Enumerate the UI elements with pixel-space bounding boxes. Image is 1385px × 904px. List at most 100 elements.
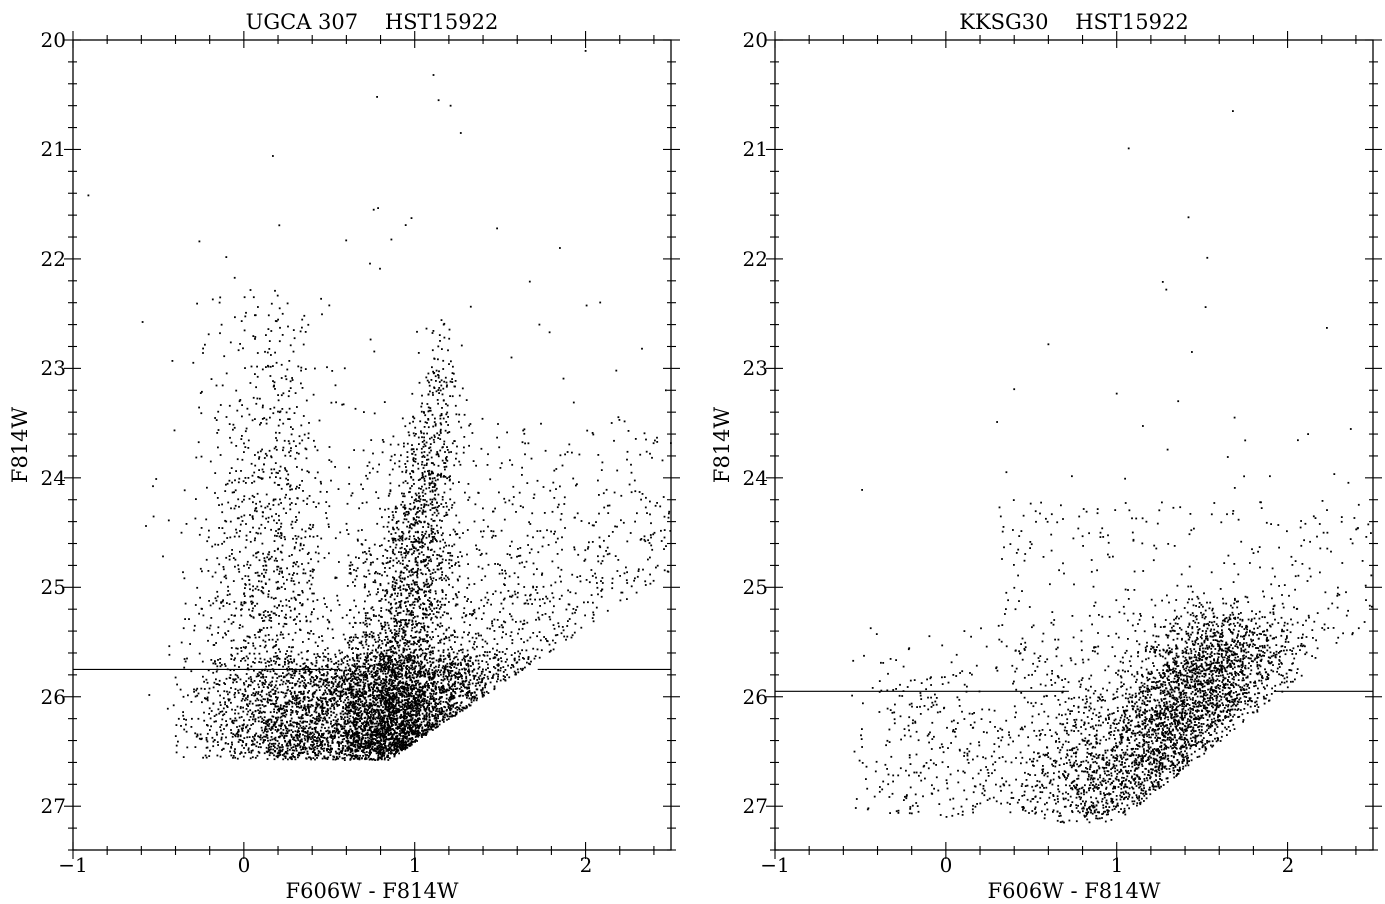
star-point (399, 748, 402, 750)
star-point (404, 657, 407, 660)
star-point (303, 704, 306, 707)
star-point (469, 679, 472, 681)
star-point (414, 492, 417, 495)
star-point (501, 626, 504, 629)
star-point (429, 473, 432, 476)
star-point (199, 596, 201, 599)
star-point (626, 582, 629, 584)
star-point (251, 515, 254, 518)
star-point (306, 650, 308, 653)
star-point (344, 638, 347, 641)
star-point (250, 600, 253, 603)
star-point (450, 715, 452, 718)
star-point (366, 680, 369, 683)
star-point (239, 343, 241, 345)
star-point (454, 385, 456, 388)
star-point (276, 560, 278, 562)
star-point (215, 678, 217, 681)
star-point (433, 358, 436, 360)
star-point (304, 709, 307, 712)
star-point (441, 496, 444, 498)
star-point (201, 608, 203, 610)
star-point (288, 606, 291, 608)
star-point (370, 720, 373, 723)
star-point (553, 533, 555, 535)
star-point (541, 614, 544, 616)
star-point (219, 454, 222, 456)
star-point (219, 296, 222, 299)
star-point (398, 732, 401, 735)
star-point (431, 540, 434, 543)
star-point (374, 747, 376, 750)
star-point (439, 606, 442, 608)
star-point (387, 723, 390, 725)
star-point (352, 703, 354, 706)
star-point (346, 701, 349, 704)
star-point (391, 468, 394, 471)
star-point (486, 464, 489, 466)
star-point (435, 719, 438, 722)
star-point (334, 384, 337, 387)
star-point (378, 689, 381, 692)
star-point (427, 522, 429, 525)
star-point (399, 655, 402, 658)
star-point (192, 361, 195, 364)
star-point (418, 712, 420, 715)
star-point (406, 690, 409, 692)
star-point (427, 372, 430, 375)
star-point (383, 625, 386, 628)
star-point (351, 670, 354, 673)
star-point (568, 443, 571, 446)
star-point (306, 503, 308, 505)
star-point (218, 504, 220, 506)
star-point (549, 600, 551, 603)
star-point (426, 567, 429, 569)
star-point (428, 384, 431, 387)
star-point (409, 676, 411, 679)
star-point (417, 567, 419, 570)
star-point (431, 513, 434, 516)
star-point (416, 702, 419, 705)
star-point (287, 395, 290, 398)
star-point (272, 693, 275, 695)
star-point (455, 603, 458, 606)
star-point (405, 708, 408, 711)
star-point (422, 691, 425, 694)
star-point (316, 471, 319, 474)
star-point (380, 647, 382, 649)
star-point (234, 316, 236, 319)
star-point (454, 631, 456, 633)
star-point (398, 484, 401, 487)
star-point (625, 579, 628, 582)
star-point (376, 470, 379, 473)
star-point (360, 642, 363, 645)
star-point (285, 378, 288, 381)
star-point (425, 558, 427, 561)
star-point (296, 615, 298, 618)
star-point (393, 598, 396, 601)
star-point (491, 622, 493, 625)
star-point (400, 546, 403, 549)
star-point (295, 670, 298, 673)
star-point (474, 632, 477, 635)
star-point (438, 505, 440, 507)
star-point (268, 619, 271, 622)
star-point (478, 634, 480, 637)
star-point (233, 507, 236, 510)
star-point (513, 658, 516, 660)
star-point (166, 707, 169, 710)
star-point (427, 504, 430, 507)
star-point (643, 535, 646, 538)
star-point (521, 441, 524, 444)
star-point (422, 467, 425, 469)
star-point (494, 590, 497, 593)
star-point (620, 591, 623, 594)
star-point (369, 593, 371, 596)
star-point (421, 474, 424, 477)
star-point (284, 468, 287, 471)
star-point (402, 626, 405, 629)
star-point (278, 514, 280, 517)
star-point (309, 523, 312, 526)
star-point (396, 711, 399, 714)
star-point (313, 592, 315, 595)
